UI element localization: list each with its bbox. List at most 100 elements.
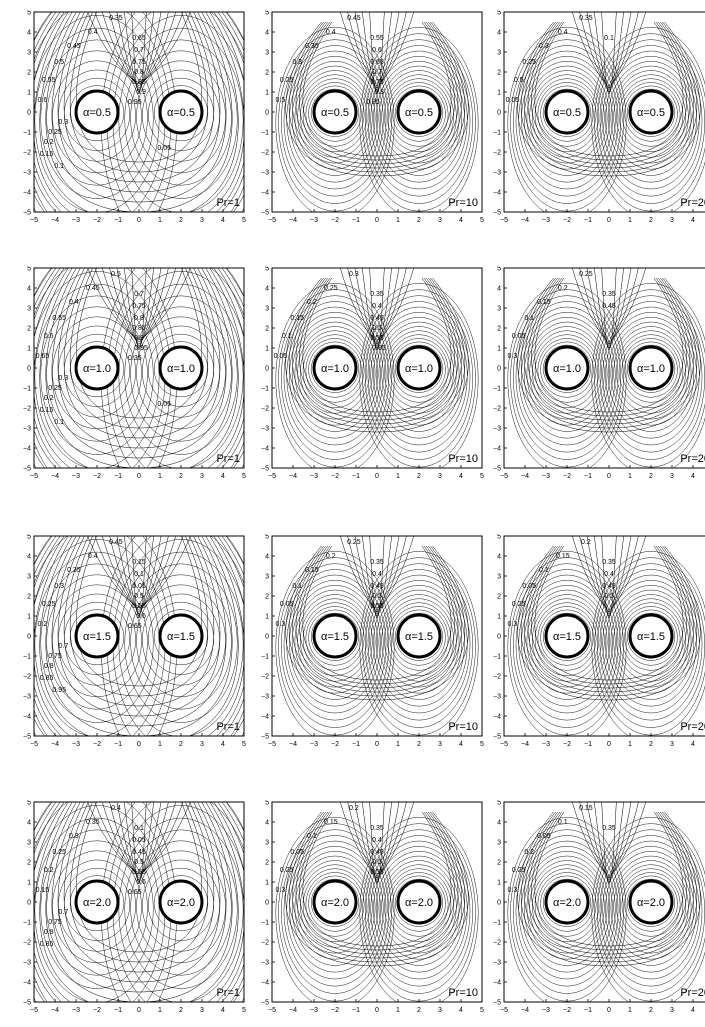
contour-line <box>515 569 619 721</box>
x-tick-label: 3 <box>670 741 674 748</box>
contour-line <box>76 12 202 163</box>
alpha-label: α=0.5 <box>321 107 349 119</box>
x-tick-label: −2 <box>93 1007 101 1014</box>
contour-line <box>605 846 697 973</box>
contour-label: 0.65 <box>128 623 142 630</box>
y-tick-label: −4 <box>261 980 269 987</box>
x-tick-label: 2 <box>179 741 183 748</box>
contour-line <box>109 802 169 879</box>
contour-line <box>34 268 244 468</box>
y-tick-label: 2 <box>497 594 501 601</box>
x-tick-label: −4 <box>521 217 529 224</box>
contour-line <box>591 283 705 468</box>
contour-line <box>520 811 698 963</box>
x-tick-label: 3 <box>200 1007 204 1014</box>
contour-label: 0.3 <box>292 59 302 66</box>
x-tick-label: −5 <box>268 741 276 748</box>
contour-line <box>526 855 608 960</box>
plot-frame <box>33 11 245 213</box>
contour-line <box>367 569 471 721</box>
contour-line <box>76 536 202 687</box>
alpha-label: α=2.0 <box>83 897 111 909</box>
contour-line <box>534 277 684 413</box>
contour-panel: 0.2 0.15 0.1 0.05 0.25 0.3 0.35 0.4 0.45 0.5 α=1.5… <box>490 534 705 756</box>
contour-line <box>523 585 611 700</box>
y-tick-label: 1 <box>265 614 269 621</box>
contour-line <box>392 85 446 142</box>
contour-line <box>294 589 376 694</box>
y-tick-label: 2 <box>497 326 501 333</box>
y-tick-label: −3 <box>23 426 31 433</box>
x-tick-label: −2 <box>563 741 571 748</box>
contour-line <box>51 536 227 727</box>
contour-line <box>347 268 407 345</box>
contour-line <box>367 45 471 197</box>
contour-line <box>94 802 184 875</box>
contour-line <box>297 594 373 688</box>
y-tick-label: 5 <box>265 10 269 17</box>
alpha-label: α=1.5 <box>321 631 349 643</box>
contour-label: 0.2 <box>307 299 317 306</box>
contour-label: 0.25 <box>52 849 66 856</box>
alpha-label: α=1.0 <box>553 363 581 375</box>
contour-label: 0.4 <box>372 303 382 310</box>
contour-line <box>392 341 446 398</box>
contour-lines <box>507 268 705 468</box>
contour-line <box>288 21 466 173</box>
contour-line <box>347 12 407 89</box>
y-tick-label: 3 <box>265 50 269 57</box>
y-tick-label: 3 <box>497 306 501 313</box>
y-tick-label: 0 <box>497 110 501 117</box>
x-tick-label: 0 <box>375 741 379 748</box>
contour-line <box>131 802 147 885</box>
contour-line <box>299 811 455 951</box>
prandtl-label: Pr=20 <box>680 453 705 465</box>
contour-panel: 0.2 0.15 0.1 0.05 0.25 0.3 0.35 0.4 0.45 0.5 0.55 α… <box>258 800 492 1022</box>
contour-line <box>142 593 220 686</box>
contour-lines <box>507 536 705 736</box>
contour-label: 0.1 <box>307 833 317 840</box>
contour-line <box>131 12 147 95</box>
contour-line <box>302 78 368 152</box>
y-tick-label: −4 <box>23 190 31 197</box>
contour-label: 0.6 <box>38 97 48 104</box>
contour-line <box>40 563 154 723</box>
contour-line <box>537 338 597 403</box>
contour-label: 0.4 <box>604 571 614 578</box>
contour-line <box>46 50 148 186</box>
contour-line <box>599 569 703 721</box>
contour-label: 0.3 <box>54 583 64 590</box>
contour-line <box>289 312 381 439</box>
contour-line <box>365 295 473 460</box>
contour-panel: 0.5 0.45 0.4 0.55 0.6 0.65 0.7 0.75 0.8 0.85 0.9 0.… <box>20 266 254 488</box>
contour-label: 0.6 <box>136 613 146 620</box>
x-tick-label: 5 <box>242 217 246 224</box>
x-tick-label: 0 <box>137 741 141 748</box>
contour-label: 0.05 <box>157 401 171 408</box>
contour-line <box>51 12 227 203</box>
contour-panel: 0.25 0.2 0.15 0.1 0.05 0.3 0.35 0.4 0.45 0.5 0.55 α… <box>258 534 492 756</box>
contour-label: 0.6 <box>372 47 382 54</box>
contour-line <box>34 27 160 212</box>
contour-line <box>347 802 407 879</box>
contour-line <box>521 312 613 439</box>
x-tick-label: −2 <box>563 1007 571 1014</box>
contour-line <box>305 872 365 937</box>
x-tick-label: 1 <box>396 217 400 224</box>
x-tick-label: 4 <box>691 1007 695 1014</box>
contour-line <box>613 70 689 164</box>
y-tick-label: 3 <box>265 840 269 847</box>
contour-line <box>601 268 617 351</box>
contour-line <box>529 70 605 164</box>
y-tick-label: 3 <box>265 306 269 313</box>
contour-line <box>102 12 176 87</box>
y-tick-label: 4 <box>497 286 501 293</box>
contour-line <box>69 875 125 932</box>
x-tick-label: −2 <box>331 217 339 224</box>
contour-panel: 0.4 0.35 0.3 0.25 0.2 0.15 0.1 0.05 0.45 0.5 0.55 0… <box>20 800 254 1022</box>
contour-line <box>283 835 387 987</box>
contour-line <box>365 563 473 728</box>
y-tick-label: −4 <box>23 980 31 987</box>
contour-label: 0.8 <box>134 315 144 322</box>
contour-line <box>46 306 148 442</box>
